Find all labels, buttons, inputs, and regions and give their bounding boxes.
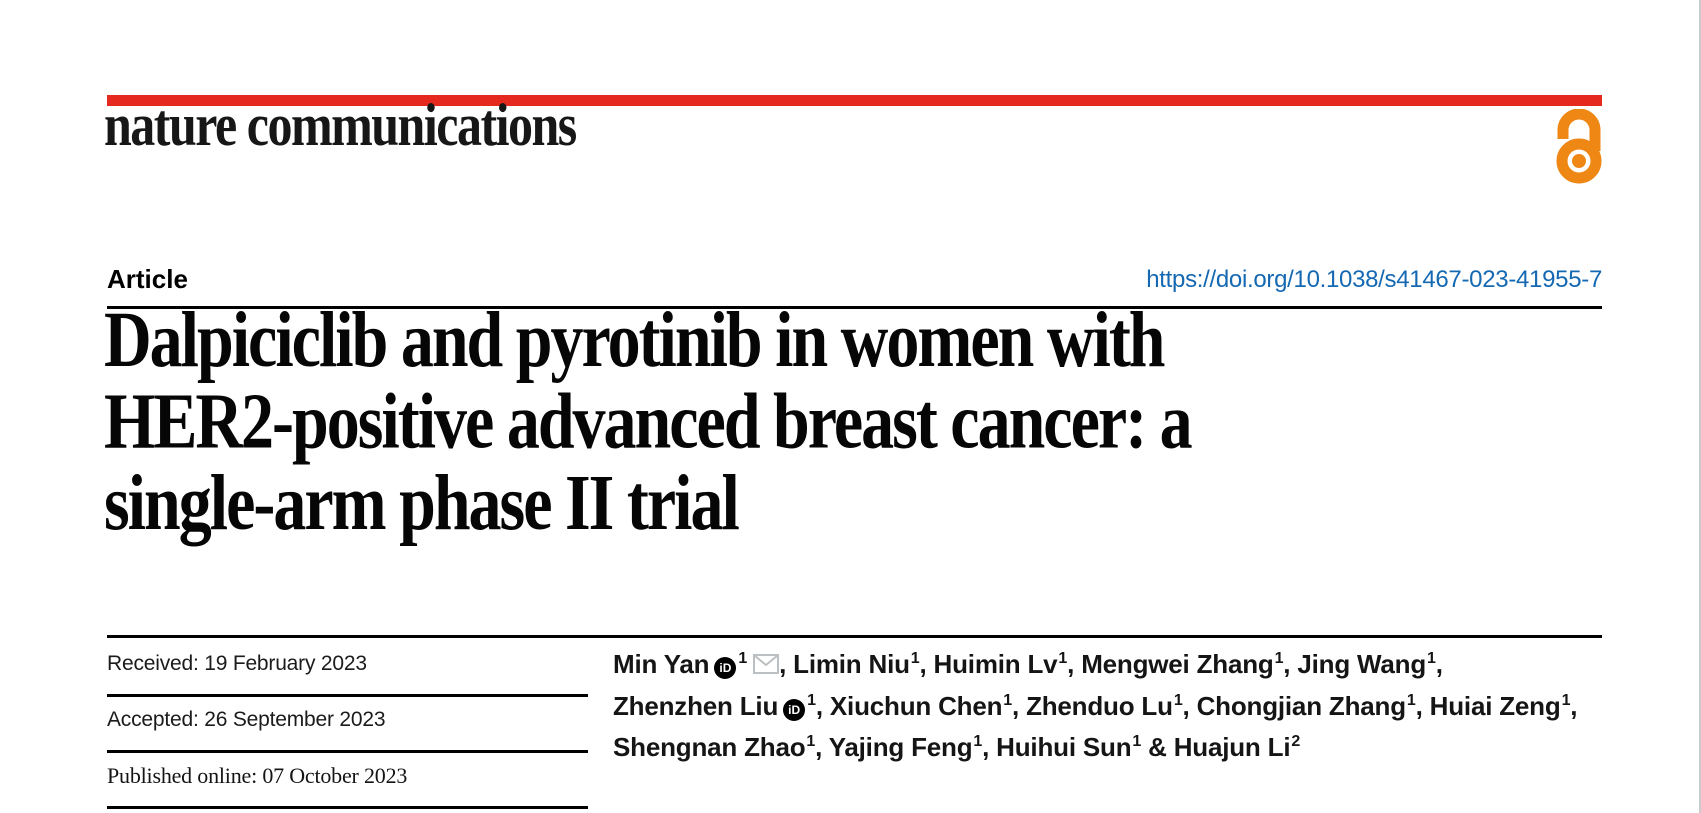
affiliation-superscript: 1 — [1406, 692, 1416, 709]
affiliation-superscript: 1 — [807, 692, 816, 709]
affiliation-superscript: 1 — [1003, 692, 1012, 709]
affiliation-superscript: 1 — [1173, 692, 1183, 709]
journal-logo: nature communications — [104, 91, 577, 159]
author-separator: , — [779, 649, 794, 679]
author-separator: , — [1570, 691, 1578, 721]
author-separator: , — [982, 732, 997, 762]
article-type-label: Article — [107, 264, 188, 294]
author-line: Min Yan iD1, Limin Niu1, Huimin Lv1, Meng… — [613, 644, 1623, 686]
author-line: Zhenzhen Liu iD1, Xiuchun Chen1, Zhenduo … — [613, 686, 1623, 727]
title-line-1: Dalpiciclib and pyrotinib in women with — [104, 296, 1166, 384]
open-access-icon — [1556, 108, 1602, 189]
author-separator: , — [1012, 691, 1027, 721]
accepted-date-row: Accepted: 26 September 2023 — [107, 708, 386, 732]
author-separator: , — [1435, 649, 1443, 679]
author-separator: , — [1182, 691, 1197, 721]
author-name: Yajing Feng — [828, 732, 973, 762]
author-name: Huimin Lv — [933, 649, 1058, 679]
author-name: Xiuchun Chen — [829, 691, 1003, 721]
author-separator: , — [815, 691, 830, 721]
affiliation-superscript: 1 — [1427, 650, 1436, 667]
affiliation-superscript: 1 — [910, 650, 920, 667]
orcid-icon[interactable]: iD — [714, 657, 737, 679]
doi-link[interactable]: https://doi.org/10.1038/s41467-023-41955… — [1146, 266, 1602, 293]
page-right-border — [1699, 0, 1701, 813]
author-line: Shengnan Zhao1, Yajing Feng1, Huihui Sun… — [613, 727, 1623, 768]
author-separator: , — [919, 649, 934, 679]
affiliation-superscript: 1 — [1274, 650, 1284, 667]
published-value: 07 October 2023 — [262, 763, 408, 788]
author-separator: & — [1141, 732, 1174, 762]
received-label: Received: — [107, 652, 199, 675]
published-label: Published online: — [107, 763, 257, 788]
article-title: Dalpiciclib and pyrotinib in women with … — [104, 296, 1193, 548]
author-name: Huajun Li — [1173, 732, 1291, 762]
affiliation-superscript: 1 — [973, 733, 983, 750]
affiliation-superscript: 1 — [738, 650, 748, 667]
author-separator: , — [1415, 691, 1430, 721]
email-icon[interactable] — [753, 645, 780, 686]
title-line-3: single-arm phase II trial — [104, 459, 740, 548]
dates-divider-2 — [107, 750, 588, 753]
author-name: Zhenduo Lu — [1026, 691, 1173, 721]
affiliation-superscript: 1 — [1132, 733, 1142, 750]
accepted-value: 26 September 2023 — [204, 708, 386, 731]
brand-red-bar — [107, 95, 1602, 106]
header-divider-rule — [107, 306, 1602, 309]
published-date-row: Published online: 07 October 2023 — [107, 763, 407, 789]
dates-divider-3 — [107, 806, 588, 809]
affiliation-superscript: 1 — [1561, 692, 1571, 709]
author-name: Shengnan Zhao — [613, 732, 806, 762]
orcid-icon[interactable]: iD — [783, 699, 806, 721]
author-list: Min Yan iD1, Limin Niu1, Huimin Lv1, Meng… — [613, 644, 1623, 768]
author-name: Huiai Zeng — [1429, 691, 1561, 721]
title-block-bottom-rule — [107, 635, 1602, 638]
author-separator: , — [1067, 649, 1082, 679]
received-date-row: Received: 19 February 2023 — [107, 652, 367, 676]
author-name: Zhenzhen Liu — [613, 691, 779, 721]
author-name: Huihui Sun — [996, 732, 1132, 762]
author-name: Min Yan — [613, 649, 710, 679]
affiliation-superscript: 2 — [1291, 733, 1301, 750]
author-name: Limin Niu — [793, 649, 910, 679]
dates-divider-1 — [107, 694, 588, 697]
received-value: 19 February 2023 — [204, 652, 367, 675]
author-separator: , — [815, 732, 829, 762]
author-name: Chongjian Zhang — [1196, 691, 1407, 721]
title-line-2: HER2-positive advanced breast cancer: a — [104, 378, 1193, 466]
author-name: Jing Wang — [1297, 649, 1427, 679]
author-name: Mengwei Zhang — [1081, 649, 1274, 679]
accepted-label: Accepted: — [107, 708, 199, 731]
author-separator: , — [1283, 649, 1298, 679]
affiliation-superscript: 1 — [806, 733, 816, 750]
affiliation-superscript: 1 — [1058, 650, 1068, 667]
